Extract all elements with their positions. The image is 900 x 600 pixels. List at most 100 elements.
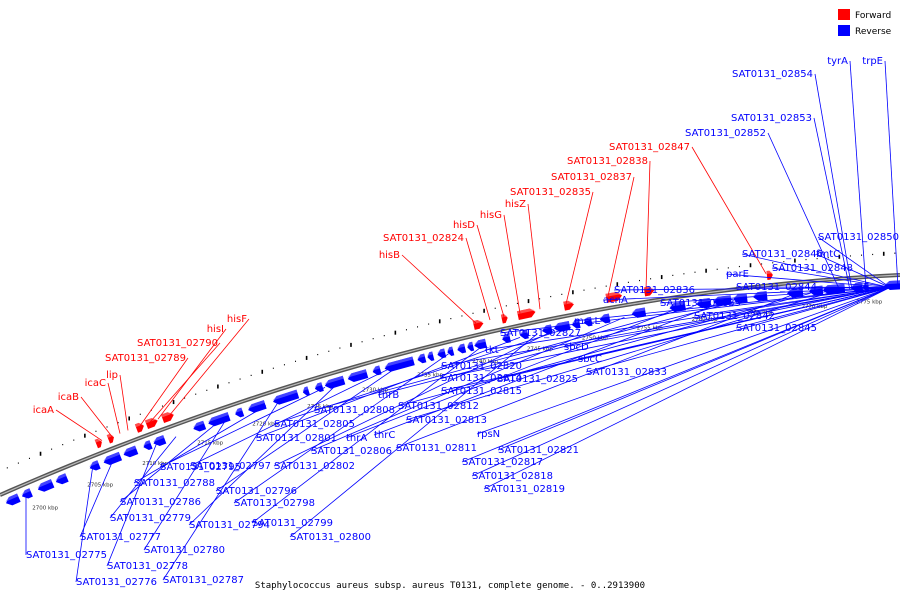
ruler-dot	[62, 444, 64, 446]
gene-reverse-shade	[314, 382, 323, 388]
gene-reverse-shade	[466, 341, 473, 347]
gene-label: SAT0131_02837	[551, 172, 632, 183]
leader-line	[499, 287, 891, 334]
gene-label: icaA	[33, 405, 54, 416]
gene-label: SAT0131_02796	[216, 486, 297, 497]
leader-line	[573, 287, 891, 322]
legend-forward-swatch	[838, 9, 850, 20]
gene-reverse	[447, 346, 455, 357]
gene-label: SAT0131_02798	[234, 498, 315, 509]
gene-label: SAT0131_02827	[500, 328, 581, 339]
legend-reverse-swatch	[838, 25, 850, 36]
ruler-dot	[438, 319, 441, 324]
gene-reverse	[501, 333, 511, 344]
ruler-dot	[527, 299, 530, 304]
gene-reverse	[234, 407, 245, 418]
gene-reverse-shade	[55, 473, 67, 481]
ruler-dot	[772, 262, 774, 264]
ruler-dot	[761, 263, 763, 265]
kbp-tick-label: 2710 kbp	[142, 461, 168, 467]
leader-line	[273, 329, 555, 467]
gene-label: trpE	[862, 56, 883, 67]
gene-label: SAT0131_02812	[398, 401, 479, 412]
ruler-dot	[295, 360, 297, 362]
genome-caption: Staphylococcus aureus subsp. aureus T013…	[255, 581, 645, 591]
gene-forward-shade	[94, 438, 102, 443]
gene-label: hisG	[480, 210, 502, 221]
leader-line	[273, 326, 572, 425]
gene-reverse-shade	[447, 346, 453, 351]
leader-line	[169, 318, 250, 416]
gene-reverse	[247, 400, 267, 413]
gene-label: SAT0131_02797	[190, 461, 271, 472]
gene-reverse-shade	[669, 301, 686, 307]
ruler-dot	[738, 265, 740, 268]
ruler-dot	[417, 326, 419, 328]
gene-reverse	[427, 351, 435, 361]
gene-label: SAT0131_02817	[462, 457, 543, 468]
gene-forward-body	[94, 438, 102, 449]
ruler-dot	[861, 254, 863, 256]
gene-label: SAT0131_02833	[586, 367, 667, 378]
ruler-dot	[505, 305, 507, 307]
ruler-dot	[361, 341, 363, 343]
gene-label: SAT0131_02776	[76, 577, 157, 588]
gene-label: thrB	[378, 390, 399, 401]
gene-reverse-shade	[324, 375, 344, 385]
leader-line	[659, 287, 891, 304]
ruler-dot	[28, 457, 30, 459]
gene-reverse-shade	[473, 338, 486, 345]
leader-line	[401, 254, 477, 324]
gene-forward-shade	[605, 291, 622, 297]
gene-reverse	[384, 356, 415, 372]
gene-reverse-shade	[571, 319, 580, 324]
ruler-dot	[627, 281, 629, 283]
gene-reverse-shade	[437, 348, 445, 354]
ruler-dot	[594, 287, 596, 289]
gene-reverse	[372, 365, 382, 376]
ruler-dot	[106, 426, 108, 428]
ruler-dot	[605, 285, 607, 287]
ruler-dot	[472, 312, 474, 314]
leader-line	[483, 287, 891, 490]
gene-reverse	[207, 412, 231, 427]
gene-reverse-shade	[37, 479, 53, 489]
gene-forward	[472, 319, 484, 330]
gene-forward	[500, 314, 508, 324]
leader-line	[139, 357, 189, 427]
gene-label: SAT0131_02786	[120, 497, 201, 508]
ruler-dot	[428, 323, 430, 325]
dotted-ruler	[6, 251, 896, 469]
gene-label: SAT0131_02835	[510, 187, 591, 198]
ruler-dot	[128, 416, 131, 421]
ruler-dot	[39, 451, 42, 456]
ruler-dot	[882, 251, 885, 256]
leader-line	[476, 224, 505, 317]
ruler-dot	[117, 422, 119, 424]
kbp-tick-label: 2755 kbp	[637, 326, 663, 332]
gene-label: SAT0131_02799	[252, 518, 333, 529]
leader-line	[476, 287, 891, 435]
gene-label: thrA	[346, 433, 367, 444]
ruler-dot	[794, 258, 796, 263]
leader-line	[735, 287, 891, 329]
gene-label: SAT0131_02811	[396, 443, 477, 454]
gene-label: SAT0131_02814	[441, 373, 522, 384]
gene-forward-body	[134, 422, 144, 433]
ruler-dot	[261, 369, 264, 374]
ruler-dot	[250, 374, 252, 376]
ruler-dot	[139, 413, 141, 415]
gene-reverse	[519, 329, 529, 340]
leader-line	[602, 287, 891, 301]
ruler-dot	[638, 279, 640, 282]
legend-forward-label: Forward	[855, 11, 891, 21]
gene-label: SAT0131_02820	[441, 361, 522, 372]
gene-label: SAT0131_02779	[110, 513, 191, 524]
leader-line	[461, 287, 891, 463]
ruler-dot	[383, 335, 385, 337]
leader-line	[159, 386, 326, 468]
gene-reverse-shade	[247, 400, 265, 409]
ruler-dot	[217, 384, 219, 389]
